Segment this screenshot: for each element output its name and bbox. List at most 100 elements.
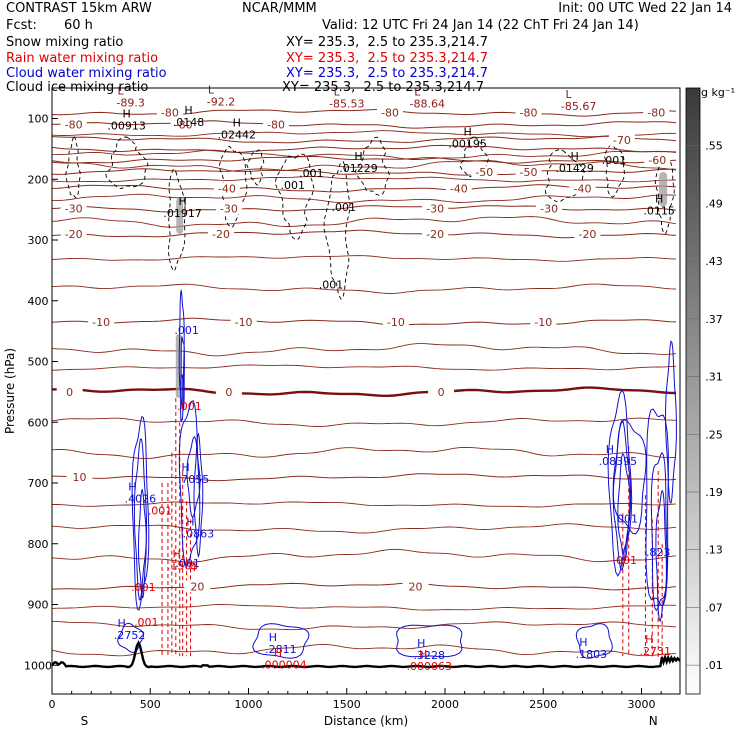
isotherm-line: [52, 160, 677, 173]
isotherm-label: -20: [65, 228, 83, 241]
cloud-water-contours: [117, 288, 677, 659]
cloud-water-label: .0863: [183, 528, 215, 541]
cloud-ice-label: .001: [319, 279, 344, 292]
label-knockout: [608, 133, 635, 146]
colorbar-label: .31: [705, 371, 723, 384]
y-axis-title: Pressure (hPa): [3, 348, 17, 434]
legend-xy-cloud-water: XY= 235.3, 2.5 to 235.3,214.7: [286, 66, 489, 81]
isotherm-line: [52, 168, 676, 176]
isotherm-line: [52, 473, 677, 482]
isotherm-label: -80: [161, 106, 179, 119]
terrain-profile: [52, 640, 680, 669]
cloud-ice-contour: [105, 136, 149, 189]
cloud-water-contour: [617, 452, 631, 562]
isotherm-label: -10: [387, 316, 405, 329]
temperature-min-label: -92.2: [207, 96, 235, 109]
isotherm-label: 20: [409, 580, 423, 593]
legend-name-rain: Rain water mixing ratio: [6, 51, 159, 66]
label-knockout: [445, 182, 472, 195]
cloud-ice-max-label: .0115: [643, 204, 675, 217]
colorbar-label: .43: [705, 255, 723, 268]
cloud-water-label: .1803: [576, 648, 608, 661]
isotherm-line: [52, 109, 677, 117]
cloud-ice-max-marker: H: [123, 107, 131, 120]
cloud-ice-max-marker: H: [354, 150, 362, 163]
terrain-line: [52, 640, 680, 669]
fcst-value: 60 h: [64, 18, 93, 33]
isotherm-line: [52, 229, 677, 239]
isotherm-line: [52, 216, 677, 228]
colorbar: .01 .07 .13 .19 .25 .31 .37 .43 .49 .55 g kg⁻¹: [685, 86, 735, 695]
isotherm-label: -50: [520, 166, 538, 179]
cloud-ice-contour: [167, 168, 186, 272]
label-knockout: [170, 118, 197, 131]
rain-water-label: .001: [613, 554, 638, 567]
label-knockout: [644, 153, 671, 166]
isotherm-line: [52, 120, 677, 129]
cloud-ice-max-label: .00195: [448, 138, 487, 151]
cloud-ice-contour: [246, 149, 265, 186]
label-knockout: [422, 202, 449, 215]
cloud-ice-max-marker: H: [463, 126, 471, 139]
label-knockout: [376, 106, 403, 119]
colorbar-label: .49: [705, 197, 723, 210]
isotherm-label: -30: [65, 202, 83, 215]
label-knockout: [515, 165, 542, 178]
cloud-water-contour: [138, 488, 147, 599]
isotherm-label: 0: [438, 386, 445, 399]
label-knockout: [530, 316, 557, 329]
cloud-water-contour: [575, 623, 613, 659]
isotherm-label: -10: [235, 316, 253, 329]
cloud-water-contour: [193, 432, 204, 558]
cloud-ice-label: .001: [602, 154, 627, 167]
isotherm-label: -80: [267, 119, 285, 132]
temperature-min-marker: L: [208, 84, 215, 97]
x-tick-label: 500: [140, 698, 161, 711]
cloud-water-max-marker: H: [181, 461, 189, 474]
cloud-ice-max-marker: H: [655, 192, 663, 205]
cloud-ice-max-marker: H: [571, 150, 579, 163]
cloud-water-max-marker: H: [117, 617, 125, 630]
colorbar-unit: g kg⁻¹: [701, 86, 735, 99]
colorbar-label: .01: [705, 659, 723, 672]
y-tick-label: 200: [28, 173, 49, 186]
x-tick-label: 0: [49, 698, 56, 711]
isotherm-line: [52, 446, 677, 460]
x-tick-label: 2000: [431, 698, 459, 711]
ice-shade-blob: [659, 171, 668, 207]
y-tick-label: 100: [28, 113, 49, 126]
isotherm-label: -80: [381, 106, 399, 119]
init-time: Init: 00 UTC Wed 22 Jan 14: [558, 1, 732, 16]
label-knockout: [215, 202, 242, 215]
isotherm-label: -40: [218, 182, 236, 195]
rain-water-label: .001: [177, 400, 202, 413]
cloud-water-contour: [650, 451, 668, 612]
isotherm-label: -20: [426, 228, 444, 241]
rain-water-label: .2731: [640, 645, 672, 658]
cloud-ice-contour: [274, 153, 315, 241]
cloud-water-label: .001: [174, 324, 199, 337]
x-axis-title: Distance (km): [324, 714, 408, 728]
colorbar-label: .07: [705, 601, 723, 614]
cloud-water-max-marker: H: [606, 443, 614, 456]
cloud-ice-max-label: .00913: [107, 119, 146, 132]
cloud-ice-max-label: .0148: [173, 116, 205, 129]
isotherm-label: -60: [648, 154, 666, 167]
isotherm-label: 20: [190, 580, 204, 593]
cloud-water-max-marker: H: [128, 480, 136, 493]
rain-water-max-marker: H: [173, 547, 181, 560]
legend-xy-snow: XY= 235.3, 2.5 to 235.3,214.7: [286, 35, 489, 50]
label-knockout: [569, 182, 596, 195]
cloud-ice-contour: [654, 159, 675, 235]
contour-labels: -80 -80 -80 -80-80 -80 -80-70-60-50 -50-40 -40-…: [56, 84, 675, 673]
rain-water-max-marker: H: [419, 648, 427, 661]
isotherm-line: [52, 523, 677, 534]
label-knockout: [184, 580, 211, 593]
label-knockout: [213, 182, 240, 195]
y-tick-label: 900: [28, 599, 49, 612]
cloud-water-label: .08395: [599, 455, 638, 468]
y-tick-label: 600: [28, 416, 49, 429]
y-tick-label: 800: [28, 538, 49, 551]
cloud-water-label: .2752: [114, 629, 146, 642]
isotherm-label: -10: [92, 316, 110, 329]
